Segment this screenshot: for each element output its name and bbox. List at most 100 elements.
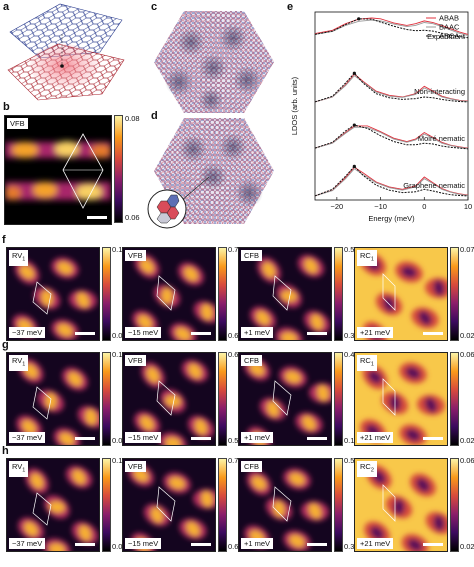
group-label: Moiré nematic (418, 134, 465, 143)
ldos-image (7, 353, 99, 445)
zoom-inset-lattice (156, 194, 180, 224)
panel-d-moire (147, 118, 274, 229)
map-tag: VFB (125, 461, 146, 472)
moire-center-dot (60, 64, 64, 68)
panel-label-b: b (3, 101, 10, 113)
ldos-map-h-2: VFB −15 meV (122, 458, 216, 552)
panel-b-map: VFB (4, 115, 112, 225)
group-label: Non-interacting (414, 87, 465, 96)
peak-marker (352, 164, 356, 168)
colorbar-min: 0.02 (460, 436, 474, 445)
zoom-leader-line (180, 176, 210, 202)
peak-marker (357, 17, 361, 21)
group-label: Graphene nematic (403, 181, 465, 190)
colorbar-min: 0.19 (344, 436, 359, 445)
colorbar (450, 352, 459, 446)
map-tag-subscript: 1 (370, 256, 374, 263)
colorbar-min: 0.58 (228, 436, 243, 445)
unit-cell-outline (382, 378, 396, 416)
panel-label-a: a (3, 1, 10, 13)
colorbar (334, 352, 343, 446)
unit-cell-outline (62, 133, 104, 209)
scale-bar (423, 437, 443, 440)
x-tick-label: 0 (422, 202, 426, 211)
colorbar (450, 247, 459, 341)
colorbar-max: 0.06 (460, 456, 474, 465)
map-tag-subscript: 1 (22, 467, 26, 474)
map-tag: RV1 (9, 461, 29, 477)
colorbar (218, 352, 227, 446)
colorbar-min: 0.34 (344, 542, 359, 551)
x-tick-label: 10 (464, 202, 472, 211)
map-tag: RC1 (357, 355, 377, 371)
top-lattice-layer (9, 3, 123, 59)
series-abca (314, 18, 469, 39)
energy-label: +1 meV (241, 327, 274, 338)
map-tag: VFB (125, 250, 146, 261)
ldos-map-h-1: RV1 −37 meV (6, 458, 100, 552)
energy-label: −37 meV (9, 327, 46, 338)
peak-marker (352, 123, 356, 127)
panel-label-h: h (2, 445, 9, 457)
unit-cell-outline (32, 386, 52, 420)
map-tag: RC2 (357, 461, 377, 477)
legend-entry: ABAB (439, 14, 459, 23)
series-baac (314, 19, 469, 37)
energy-label: −37 meV (9, 432, 46, 443)
moire-site-highlight (30, 44, 98, 88)
colorbar-min: 0.04 (112, 331, 127, 340)
colorbar-max: 0.58 (344, 456, 359, 465)
colorbar-max: 0.57 (344, 245, 359, 254)
colorbar-min: 0.02 (460, 542, 474, 551)
map-tag-subscript: 1 (370, 361, 374, 368)
energy-label: −37 meV (9, 538, 46, 549)
panel-label-f: f (2, 234, 6, 246)
colorbar-min: 0.34 (344, 331, 359, 340)
unit-cell-outline (32, 492, 52, 526)
colorbar-max: 0.12 (112, 245, 127, 254)
series-abca (314, 72, 469, 103)
x-axis-label: Energy (meV) (368, 214, 415, 223)
legend-entry: BAAC (439, 23, 460, 32)
energy-label: −15 meV (125, 432, 162, 443)
colorbar (102, 247, 111, 341)
unit-cell-outline (156, 380, 176, 416)
ldos-image (239, 248, 331, 340)
scale-bar (423, 332, 443, 335)
map-tag: CFB (241, 355, 262, 366)
legend-entry: ABCA (439, 32, 459, 41)
colorbar (450, 458, 459, 552)
map-tag: RV1 (9, 355, 29, 371)
plot-frame (314, 11, 469, 201)
panel-label-d: d (151, 110, 158, 122)
colorbar-min: 0.68 (228, 331, 243, 340)
map-tag: RC1 (357, 250, 377, 266)
series-baac (314, 126, 469, 149)
ldos-map-g-4: RC1 +21 meV (354, 352, 448, 446)
series-abab (314, 166, 469, 197)
unit-cell-outline (272, 275, 292, 311)
series-abab (314, 125, 469, 149)
colorbar-min: 0.04 (112, 542, 127, 551)
panel-b-colorbar (114, 115, 123, 223)
ldos-map-f-3: CFB +1 meV (238, 247, 332, 341)
scale-bar (423, 543, 443, 546)
colorbar-min: 0.68 (228, 542, 243, 551)
scale-bar (191, 332, 211, 335)
ldos-map-g-1: RV1 −37 meV (6, 352, 100, 446)
panel-c-moire (154, 11, 274, 113)
colorbar-max: 0.12 (112, 456, 127, 465)
panel-b-cbar-min: 0.06 (125, 213, 140, 222)
series-abab (314, 17, 469, 35)
colorbar-max: 0.12 (112, 350, 127, 359)
panel-b-tag: VFB (7, 118, 28, 129)
unit-cell-outline (156, 275, 176, 311)
lattice-diagram (7, 3, 125, 101)
colorbar (102, 458, 111, 552)
map-tag-subscript: 1 (22, 361, 26, 368)
map-tag-subscript: 2 (370, 467, 374, 474)
colorbar-min: 0.04 (112, 436, 127, 445)
unit-cell-outline (32, 281, 52, 315)
series-baac (314, 75, 469, 103)
scale-bar (307, 332, 327, 335)
